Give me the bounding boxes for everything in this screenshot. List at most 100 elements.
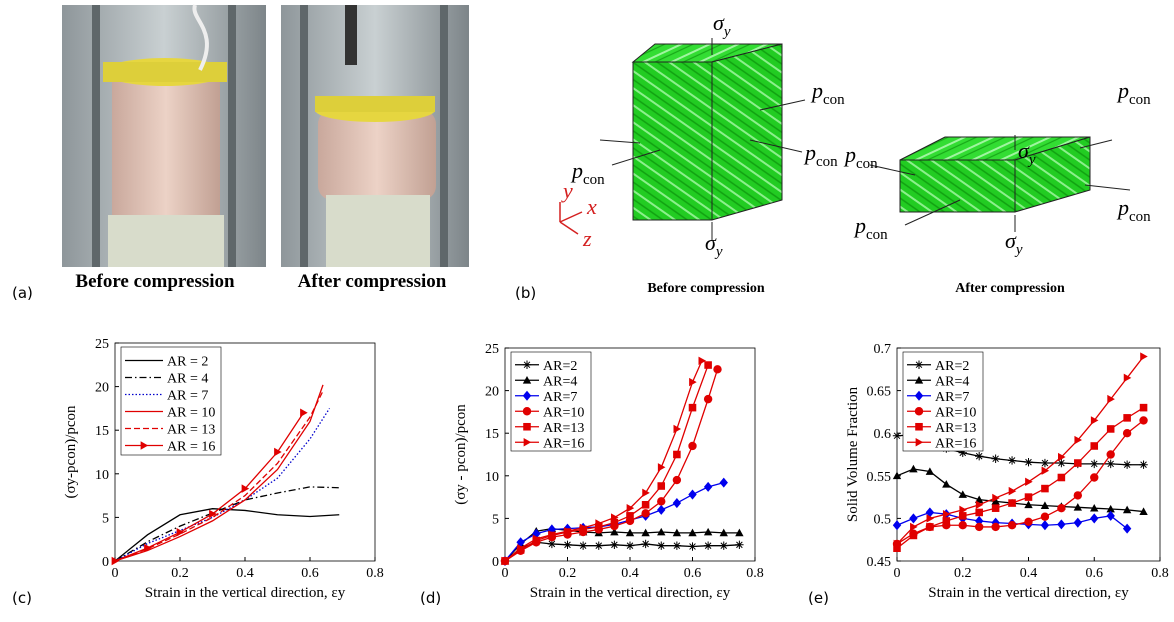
- marker: [975, 523, 983, 531]
- y-tick-label: 10: [95, 468, 109, 483]
- legend-label: AR = 2: [167, 355, 208, 370]
- marker: [1009, 487, 1017, 495]
- fiber-box-before: [633, 44, 782, 220]
- y-tick-label: 20: [95, 381, 109, 396]
- marker: [1140, 404, 1148, 412]
- annotation: σy: [1005, 228, 1023, 258]
- y-tick-label: 0: [102, 555, 109, 570]
- legend-label: AR=10: [935, 405, 976, 420]
- marker: [959, 490, 967, 498]
- marker: [1123, 414, 1131, 422]
- marker: [1107, 425, 1115, 433]
- marker: [1106, 450, 1114, 458]
- marker: [1139, 416, 1147, 424]
- marker: [1090, 460, 1098, 468]
- marker: [642, 501, 650, 509]
- marker: [300, 409, 308, 417]
- y-tick-label: 0.5: [874, 512, 892, 527]
- marker: [274, 448, 282, 456]
- marker: [1123, 429, 1131, 437]
- legend-label: AR = 13: [167, 423, 215, 438]
- marker: [704, 361, 712, 369]
- marker: [1041, 512, 1049, 520]
- x-tick-label: 0: [894, 566, 901, 581]
- legend-label: AR = 10: [167, 406, 215, 421]
- legend-label: AR=7: [935, 390, 969, 405]
- x-tick-label: 0.6: [1086, 566, 1104, 581]
- marker: [1025, 493, 1033, 501]
- x-tick-label: 0.2: [954, 566, 972, 581]
- marker: [704, 395, 712, 403]
- annotation-sub: y: [1027, 152, 1036, 168]
- marker: [523, 423, 531, 431]
- annotation-sub: con: [583, 172, 605, 188]
- marker: [1058, 474, 1066, 482]
- panel-label: (b): [515, 284, 536, 302]
- x-tick-label: 0.6: [684, 566, 702, 581]
- x-tick-label: 0.4: [1020, 566, 1038, 581]
- marker: [893, 432, 901, 440]
- series-line: [897, 469, 1144, 512]
- panel-label: (c): [12, 589, 32, 607]
- photo-after: [281, 5, 469, 267]
- marker: [626, 512, 634, 520]
- marker: [1074, 459, 1082, 467]
- caption: Before compression: [647, 281, 765, 296]
- marker: [1140, 352, 1148, 360]
- marker: [523, 361, 531, 369]
- y-tick-label: 15: [485, 427, 499, 442]
- y-tick-label: 0.65: [867, 385, 892, 400]
- x-tick-label: 0: [112, 566, 119, 581]
- marker: [975, 509, 983, 517]
- marker: [658, 463, 666, 471]
- caption: After compression: [955, 281, 1065, 296]
- marker: [893, 520, 901, 530]
- panel-label: (a): [12, 284, 33, 302]
- series-line: [115, 509, 339, 561]
- annotation-sub: y: [722, 24, 731, 40]
- annotation: pcon: [810, 78, 845, 108]
- marker: [1139, 461, 1147, 469]
- marker: [926, 523, 934, 531]
- marker: [1106, 460, 1114, 468]
- photo-before: [62, 5, 266, 267]
- annotation: pcon: [853, 213, 888, 243]
- marker: [673, 451, 681, 459]
- caption: After compression: [298, 271, 447, 292]
- panel-label: (d): [420, 589, 441, 607]
- legend-label: AR=4: [935, 374, 969, 389]
- marker: [688, 542, 696, 550]
- annotation-base: p: [843, 142, 856, 167]
- marker: [910, 532, 918, 540]
- legend-label: AR=2: [543, 359, 577, 374]
- marker: [943, 517, 951, 525]
- marker: [975, 452, 983, 460]
- marker: [1041, 459, 1049, 467]
- x-tick-label: 0.2: [559, 566, 577, 581]
- marker: [735, 541, 743, 549]
- x-tick-label: 0.8: [366, 566, 384, 581]
- marker: [915, 407, 923, 415]
- marker: [595, 541, 603, 549]
- marker: [689, 404, 697, 412]
- marker: [1074, 518, 1082, 528]
- annotation-sub: y: [1014, 242, 1023, 258]
- annotation-sub: con: [866, 227, 888, 243]
- axis-letter: z: [582, 226, 592, 251]
- series-line: [505, 542, 739, 561]
- marker: [1123, 461, 1131, 469]
- marker: [1008, 521, 1016, 529]
- fiber-box-after: [900, 137, 1090, 212]
- marker: [657, 541, 665, 549]
- figure: (a) Before compression After compression…: [0, 0, 1174, 622]
- marker: [1024, 518, 1032, 526]
- annotation: σy: [713, 10, 731, 40]
- y-tick-label: 5: [492, 512, 499, 527]
- y-tick-label: 0.55: [867, 470, 892, 485]
- marker: [1008, 456, 1016, 464]
- marker: [713, 365, 721, 373]
- marker: [1090, 442, 1098, 450]
- marker: [1057, 519, 1065, 529]
- marker: [641, 509, 649, 517]
- marker: [1008, 499, 1016, 507]
